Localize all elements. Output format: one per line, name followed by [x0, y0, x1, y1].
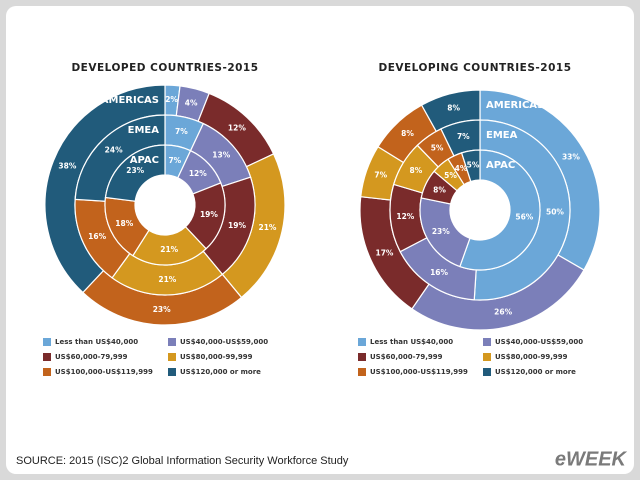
data-label: 4%	[185, 98, 198, 107]
data-label: 7%	[168, 156, 181, 165]
legend-swatch	[43, 338, 51, 346]
data-label: 50%	[546, 207, 564, 216]
legend-swatch	[43, 368, 51, 376]
data-label: 8%	[447, 103, 460, 112]
data-label: 23%	[432, 227, 450, 236]
data-label: 38%	[58, 161, 76, 170]
data-label: 7%	[175, 127, 188, 136]
legend-label: Less than US$40,000	[370, 338, 453, 346]
legend-swatch	[358, 353, 366, 361]
legend-label: US$100,000-US$119,999	[370, 368, 468, 376]
data-label: 21%	[158, 275, 176, 284]
data-label: 18%	[115, 219, 133, 228]
data-label: 23%	[126, 166, 144, 175]
data-label: 5%	[444, 171, 457, 180]
data-label: 17%	[376, 249, 394, 258]
ring-label: APAC	[486, 160, 515, 171]
data-label: 19%	[228, 221, 246, 230]
donut-segment	[104, 144, 166, 202]
data-label: 8%	[433, 185, 446, 194]
data-label: 5%	[467, 161, 480, 170]
legend-swatch	[168, 368, 176, 376]
legend-swatch	[358, 338, 366, 346]
data-label: 12%	[189, 169, 207, 178]
data-label: 4%	[455, 164, 468, 173]
chart-title: DEVELOPED COUNTRIES-2015	[71, 62, 258, 74]
legend-label: US$40,000-US$59,000	[495, 338, 583, 346]
data-label: 2%	[165, 95, 178, 104]
legend-swatch	[483, 368, 491, 376]
data-label: 24%	[105, 145, 123, 154]
logo: eWEEK	[555, 448, 628, 470]
data-label: 12%	[228, 123, 246, 132]
chart-title: DEVELOPING COUNTRIES-2015	[378, 62, 571, 74]
legend-label: Less than US$40,000	[55, 338, 138, 346]
legend-swatch	[168, 338, 176, 346]
ring-label: AMERICAS	[101, 95, 159, 106]
legend-label: US$100,000-US$119,999	[55, 368, 153, 376]
data-label: 26%	[494, 307, 512, 316]
legend-label: US$60,000-79,999	[55, 353, 128, 361]
legend-label: US$80,000-99,999	[180, 353, 253, 361]
data-label: 7%	[374, 171, 387, 180]
data-label: 7%	[457, 132, 470, 141]
data-label: 56%	[515, 213, 533, 222]
legend-label: US$60,000-79,999	[370, 353, 443, 361]
ring-label: AMERICAS	[486, 100, 544, 111]
legend-swatch	[358, 368, 366, 376]
legend-label: US$120,000 or more	[495, 368, 576, 376]
data-label: 23%	[153, 305, 171, 314]
data-label: 33%	[562, 153, 580, 162]
donut-segment	[460, 149, 481, 183]
data-label: 16%	[88, 232, 106, 241]
data-label: 8%	[401, 129, 414, 138]
ring-label: EMEA	[128, 125, 160, 136]
legend-swatch	[168, 353, 176, 361]
data-label: 21%	[258, 223, 276, 232]
donut-segment	[459, 149, 541, 271]
legend-label: US$40,000-US$59,000	[180, 338, 268, 346]
legend-label: US$120,000 or more	[180, 368, 261, 376]
data-label: 16%	[430, 268, 448, 277]
data-label: 13%	[212, 150, 230, 159]
legend-swatch	[483, 353, 491, 361]
legend-swatch	[43, 353, 51, 361]
data-label: 8%	[409, 166, 422, 175]
legend-swatch	[483, 338, 491, 346]
data-label: 19%	[200, 210, 218, 219]
data-label: 12%	[396, 212, 414, 221]
ring-label: APAC	[130, 155, 159, 166]
source: SOURCE: 2015 (ISC)2 Global Information S…	[16, 455, 349, 467]
data-label: 21%	[160, 245, 178, 254]
legend-label: US$80,000-99,999	[495, 353, 568, 361]
data-label: 5%	[431, 143, 444, 152]
ring-label: EMEA	[486, 130, 518, 141]
